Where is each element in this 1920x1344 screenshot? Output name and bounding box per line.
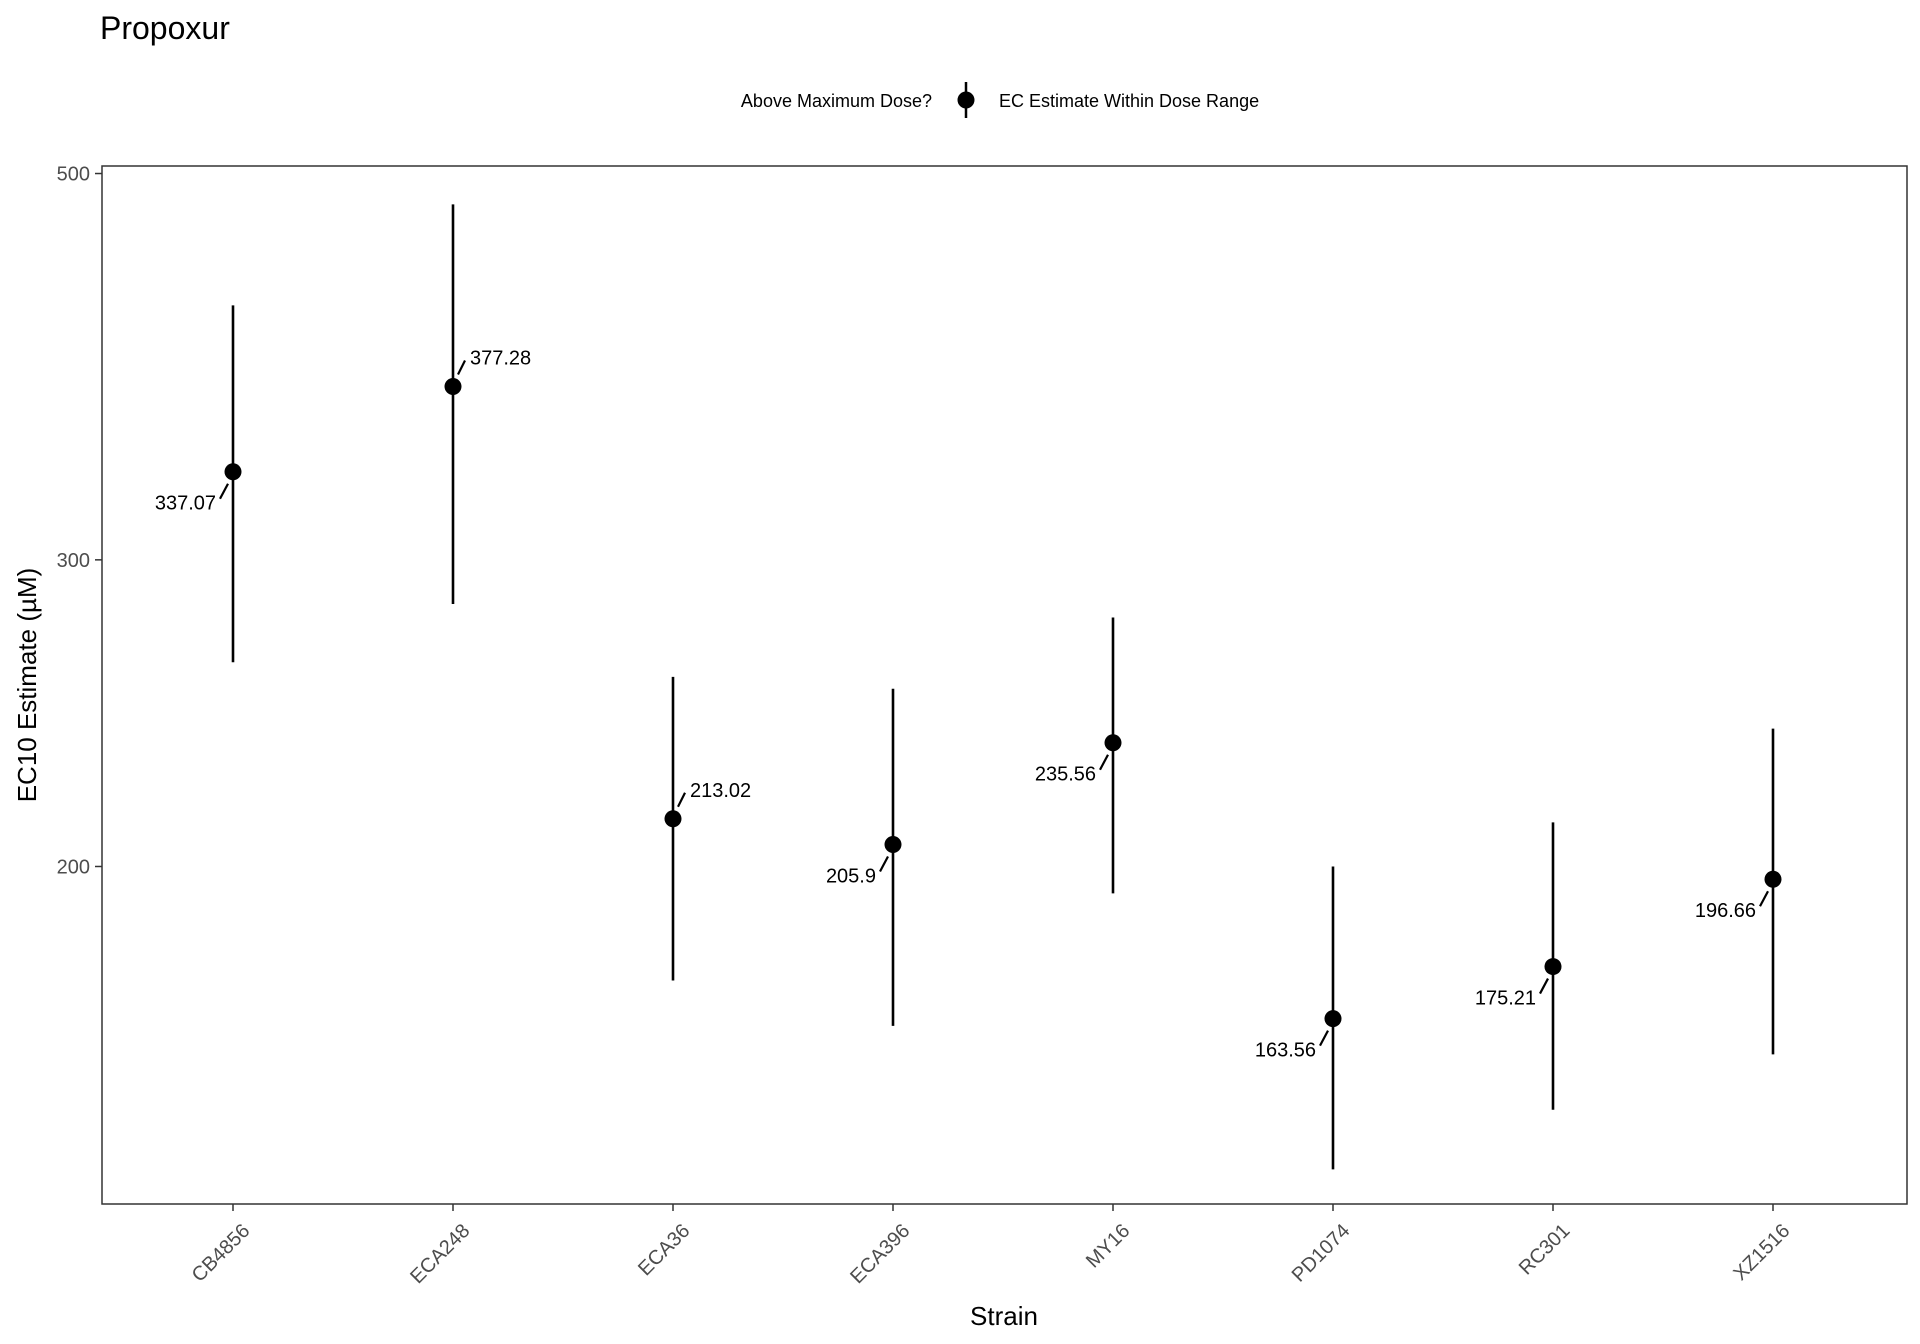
data-point: [224, 463, 242, 481]
legend: Above Maximum Dose? EC Estimate Within D…: [741, 82, 1259, 118]
y-tick-label: 500: [57, 164, 90, 186]
x-tick-label: MY16: [1082, 1220, 1135, 1273]
x-axis-title: Strain: [970, 1301, 1038, 1331]
data-label: 163.56: [1255, 1040, 1316, 1062]
data-label: 235.56: [1035, 764, 1096, 786]
y-tick-label: 300: [57, 550, 90, 572]
label-leader-line: [1319, 1030, 1329, 1047]
data-label: 205.9: [826, 865, 876, 887]
legend-point-icon: [957, 91, 975, 109]
data-point: [1104, 734, 1122, 752]
legend-entry-label: EC Estimate Within Dose Range: [999, 91, 1259, 111]
data-point: [1324, 1010, 1342, 1028]
label-leader-line: [1539, 978, 1549, 995]
data-label: 196.66: [1695, 900, 1756, 922]
data-point: [1544, 958, 1562, 976]
x-tick-label: ECA36: [634, 1220, 694, 1280]
data-point: [1764, 870, 1782, 888]
x-tick-label: ECA248: [406, 1220, 474, 1288]
x-axis: CB4856 ECA248 ECA36 ECA396 MY16 PD1074 RC301 XZ…: [188, 1204, 1794, 1288]
chart-title: Propoxur: [100, 10, 230, 46]
data-point: [444, 378, 462, 396]
label-leader-line: [677, 792, 686, 808]
x-tick-label: XZ1516: [1729, 1220, 1794, 1285]
data-label: 175.21: [1475, 988, 1536, 1010]
label-leader-line: [1759, 890, 1769, 907]
x-tick-label: CB4856: [188, 1220, 255, 1287]
x-tick-label: PD1074: [1288, 1220, 1355, 1287]
y-tick-label: 200: [57, 856, 90, 878]
label-leader-line: [219, 483, 229, 500]
label-leader-line: [457, 360, 466, 375]
legend-title: Above Maximum Dose?: [741, 91, 932, 111]
label-leader-line: [1099, 754, 1109, 771]
y-axis-title: EC10 Estimate (µM): [12, 568, 42, 803]
y-axis: 200 300 500: [57, 164, 102, 878]
data-label: 337.07: [155, 493, 216, 515]
data-label: 213.02: [690, 780, 751, 802]
data-point: [664, 810, 682, 828]
data-point: [884, 835, 902, 853]
label-leader-line: [879, 855, 889, 873]
x-tick-label: RC301: [1515, 1220, 1575, 1280]
plot-panel: [101, 165, 1908, 1205]
data-label: 377.28: [470, 348, 531, 370]
data-marks: 337.07 377.28 213.02 205.9 235.56 163.56 175.2…: [155, 204, 1782, 1170]
x-tick-label: ECA396: [846, 1220, 914, 1288]
